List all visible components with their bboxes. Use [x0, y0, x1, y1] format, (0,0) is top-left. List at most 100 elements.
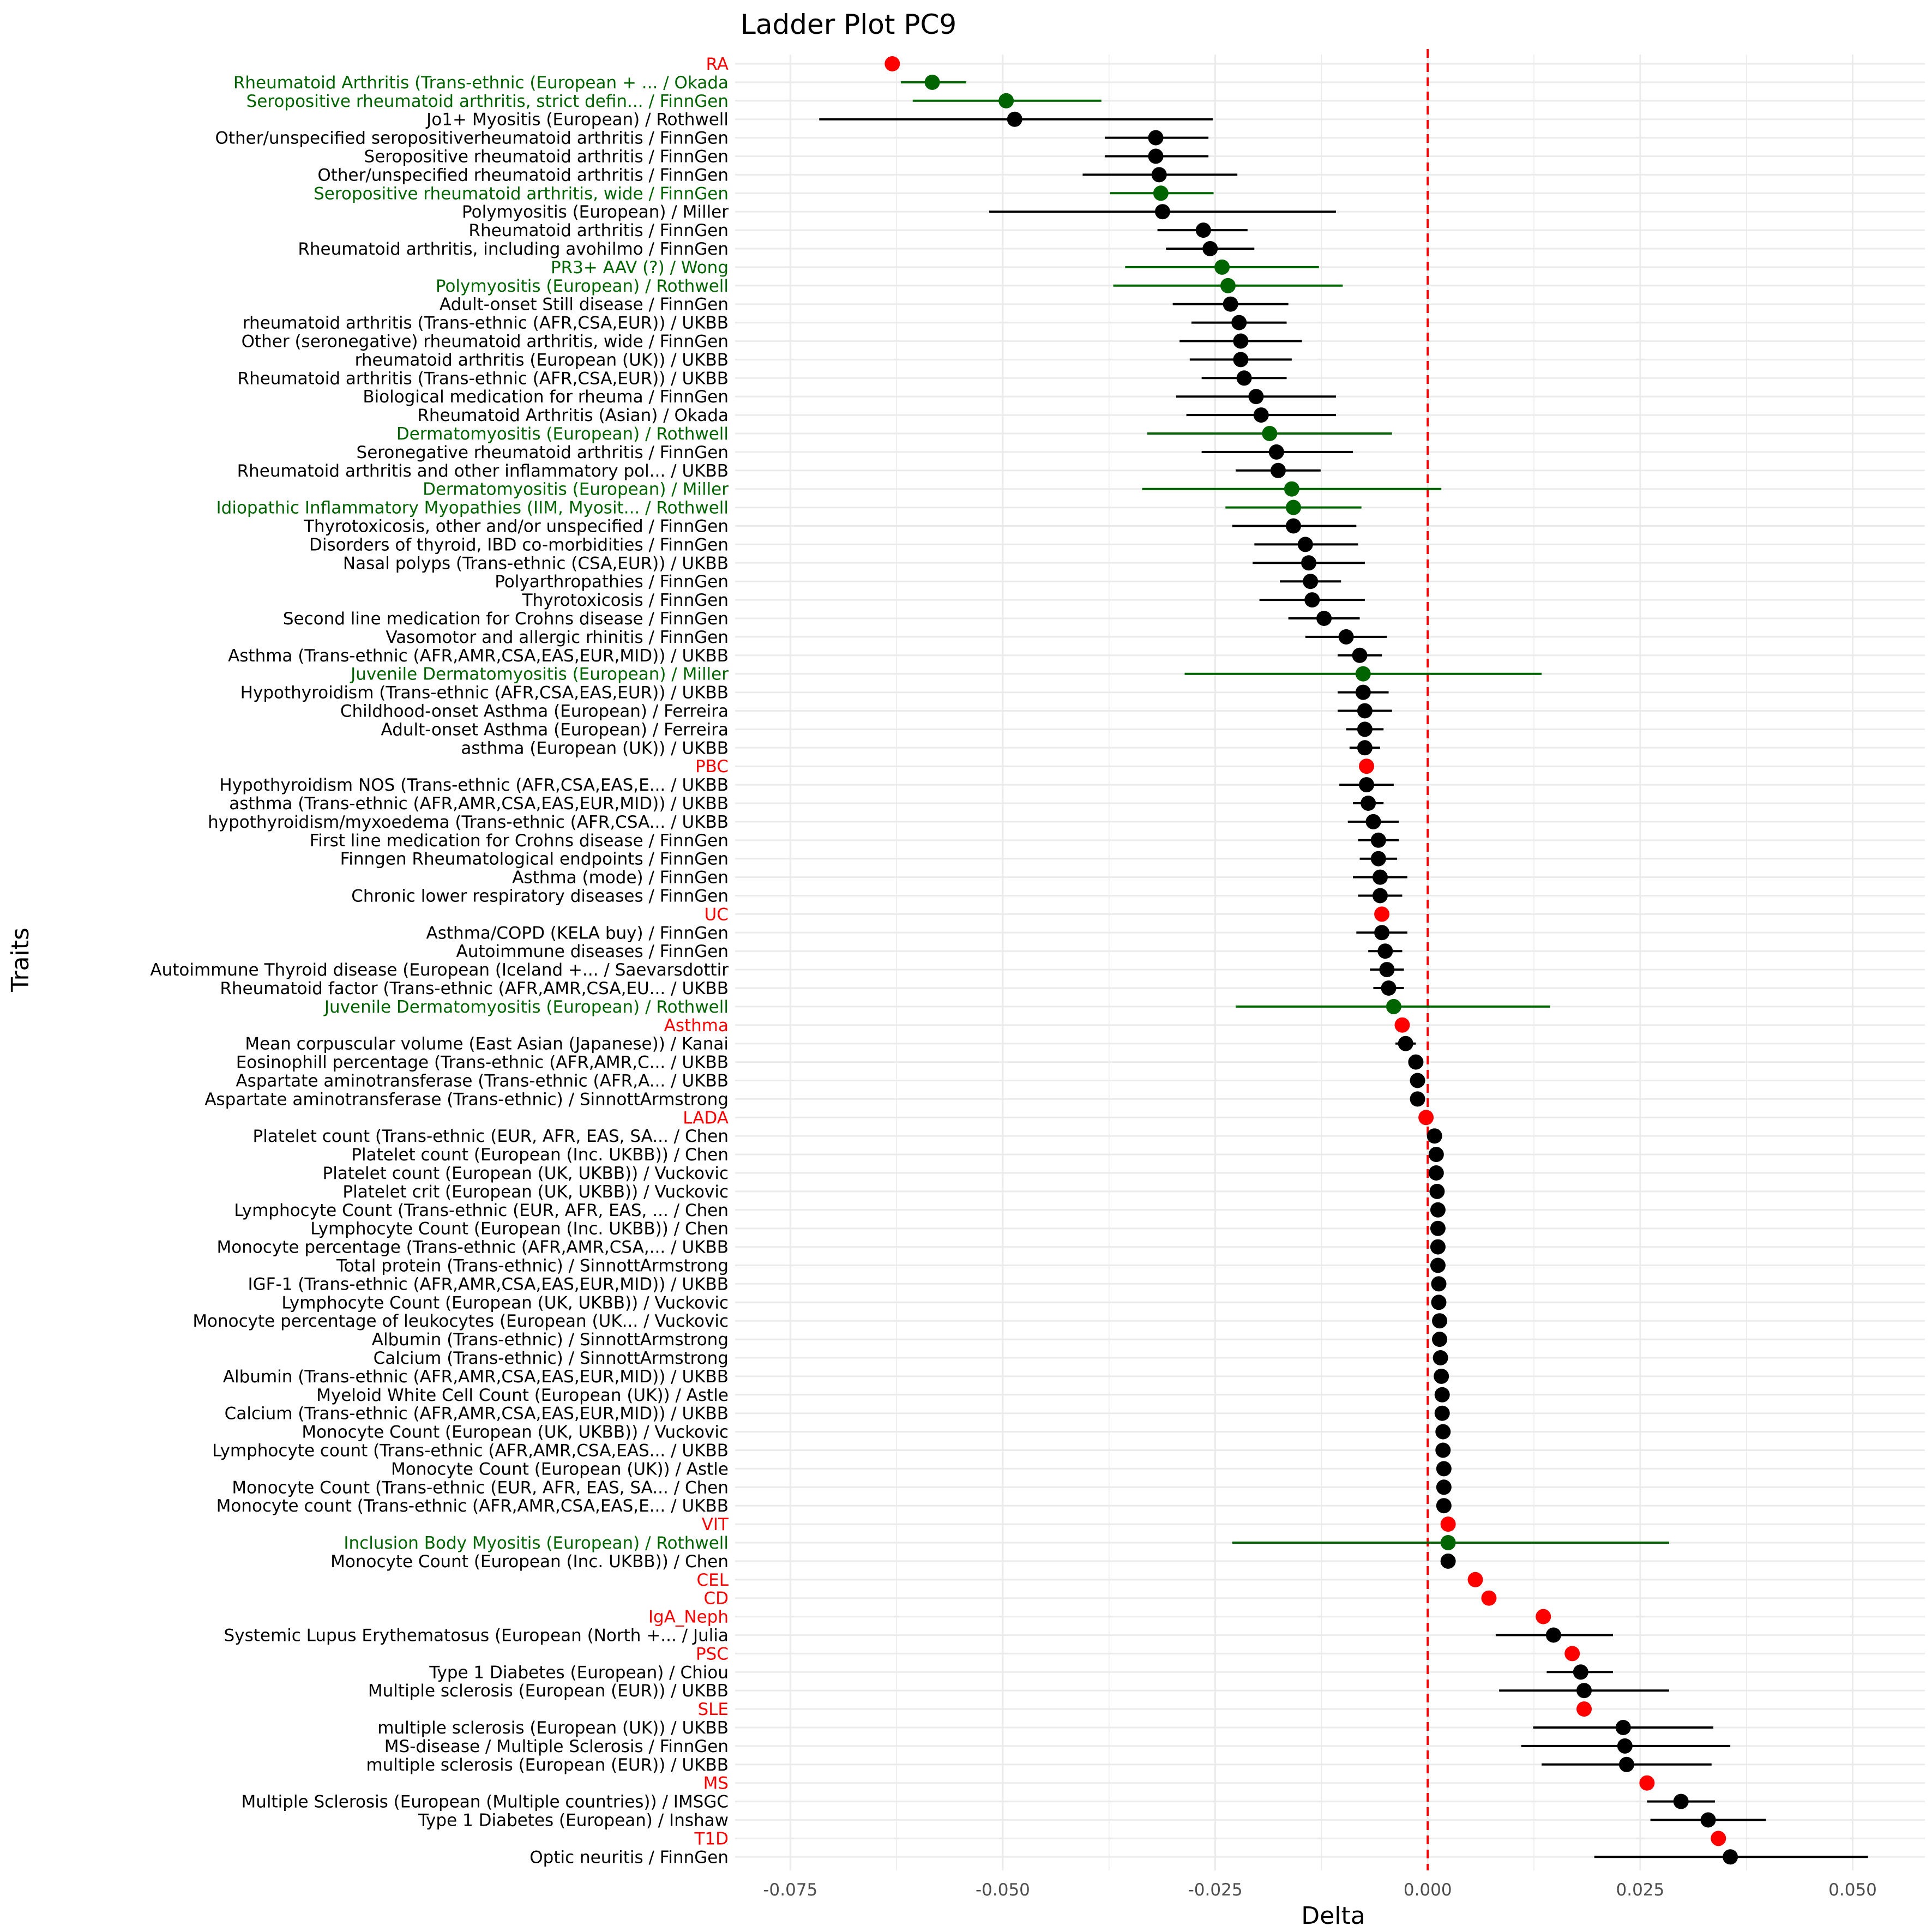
trait-label: T1D [694, 1829, 729, 1849]
trait-label: Finngen Rheumatological endpoints / Finn… [340, 850, 729, 869]
trait-label: multiple sclerosis (European (EUR)) / UK… [366, 1755, 729, 1775]
trait-label: Platelet crit (European (UK, UKBB)) / Vu… [342, 1182, 729, 1202]
data-point [1428, 1147, 1444, 1163]
data-point [1253, 407, 1269, 423]
trait-label: Platelet count (European (UK, UKBB)) / V… [323, 1164, 729, 1183]
data-point [1361, 796, 1376, 811]
data-point [1359, 759, 1375, 774]
trait-label: Other/unspecified rheumatoid arthritis /… [317, 165, 729, 185]
data-point [1410, 1073, 1425, 1088]
trait-label: CD [703, 1589, 729, 1609]
trait-label: Calcium (Trans-ethnic) / SinnottArmstron… [374, 1349, 729, 1368]
trait-label: Polymyositis (European) / Rothwell [436, 276, 729, 296]
data-point [1262, 426, 1278, 441]
data-point [1154, 204, 1170, 220]
trait-label: MS-disease / Multiple Sclerosis / FinnGe… [384, 1737, 729, 1756]
trait-label: Hypothyroidism (Trans-ethnic (AFR,CSA,EA… [240, 683, 729, 703]
x-tick-label: -0.025 [1188, 1880, 1243, 1900]
data-point [1394, 1017, 1410, 1033]
data-point [1434, 1405, 1450, 1421]
trait-label: SLE [697, 1700, 729, 1719]
trait-label: Idiopathic Inflammatory Myopathies (IIM,… [216, 498, 729, 518]
data-point [1303, 574, 1319, 589]
trait-label: Optic neuritis / FinnGen [529, 1847, 729, 1867]
data-point [1427, 1128, 1442, 1144]
data-point [1617, 1738, 1633, 1754]
data-point [1430, 1239, 1446, 1255]
data-point [1564, 1646, 1580, 1662]
trait-label: Rheumatoid arthritis (Trans-ethnic (AFR,… [238, 369, 729, 388]
trait-label: Seropositive rheumatoid arthritis, wide … [314, 184, 729, 203]
trait-label: asthma (European (UK)) / UKBB [461, 738, 729, 758]
trait-label: Childhood-onset Asthma (European) / Ferr… [340, 702, 729, 721]
trait-label: VIT [702, 1515, 729, 1534]
trait-label: rheumatoid arthritis (European (UK)) / U… [355, 350, 729, 370]
data-point [1151, 167, 1167, 183]
data-point [1352, 647, 1368, 663]
data-point [1418, 1110, 1434, 1126]
trait-label: Rheumatoid arthritis, including avohilmo… [298, 239, 729, 259]
trait-label: Adult-onset Asthma (European) / Ferreira [381, 720, 729, 739]
x-tick-label: -0.075 [763, 1880, 817, 1900]
trait-label: Vasomotor and allergic rhinitis / FinnGe… [386, 628, 729, 647]
data-point [884, 56, 900, 71]
trait-label: hypothyroidism/myxoedema (Trans-ethnic (… [208, 812, 729, 832]
data-point [1233, 333, 1249, 349]
trait-label: Mean corpuscular volume (East Asian (Jap… [245, 1034, 729, 1054]
data-point [1365, 814, 1381, 829]
trait-label: Systemic Lupus Erythematosus (European (… [224, 1626, 729, 1646]
data-point [1435, 1442, 1451, 1458]
trait-label: PR3+ AAV (?) / Wong [551, 258, 729, 278]
trait-label: Albumin (Trans-ethnic (AFR,AMR,CSA,EAS,E… [223, 1367, 729, 1387]
data-point [1436, 1498, 1452, 1514]
trait-label: PSC [696, 1644, 729, 1664]
chart-title: Ladder Plot PC9 [741, 9, 956, 40]
data-point [1434, 1387, 1450, 1403]
trait-label: Myeloid White Cell Count (European (UK))… [316, 1386, 729, 1405]
trait-label: Autoimmune diseases / FinnGen [456, 942, 729, 961]
trait-label: Monocyte Count (Trans-ethnic (EUR, AFR, … [232, 1478, 729, 1497]
data-point [1433, 1350, 1448, 1365]
trait-label: Rheumatoid Arthritis (Asian) / Okada [417, 406, 729, 425]
data-point [1576, 1701, 1592, 1717]
trait-label: Rheumatoid factor (Trans-ethnic (AFR,AMR… [220, 979, 729, 998]
data-point [1357, 703, 1373, 719]
data-point [1430, 1202, 1446, 1218]
trait-label: Aspartate aminotransferase (Trans-ethnic… [204, 1090, 729, 1109]
trait-label: Juvenile Dermatomyositis (European) / Ro… [323, 997, 729, 1017]
data-point [1214, 259, 1230, 275]
data-point [1270, 462, 1286, 478]
trait-label: asthma (Trans-ethnic (AFR,AMR,CSA,EAS,EU… [229, 794, 729, 814]
y-axis-title: Traits [7, 928, 34, 992]
trait-label: Type 1 Diabetes (European) / Inshaw [418, 1811, 729, 1831]
data-point [1432, 1313, 1448, 1329]
data-point [1440, 1535, 1456, 1550]
data-point [1576, 1683, 1592, 1699]
trait-label: First line medication for Crohns disease… [310, 831, 729, 851]
data-point [1374, 906, 1390, 922]
trait-label: Monocyte Count (European (Inc. UKBB)) / … [330, 1552, 729, 1572]
trait-label: Albumin (Trans-ethnic) / SinnottArmstron… [372, 1330, 729, 1350]
data-point [1410, 1091, 1425, 1107]
data-point [1231, 315, 1247, 330]
trait-label: Rheumatoid Arthritis (Trans-ethnic (Euro… [233, 73, 729, 93]
trait-label: UC [705, 905, 729, 924]
grid-layer [735, 55, 1925, 1870]
data-point [1248, 389, 1264, 405]
data-point [1285, 518, 1301, 534]
data-point [1148, 130, 1164, 146]
trait-label: Asthma/COPD (KELA buy) / FinnGen [426, 923, 729, 943]
data-point [1432, 1332, 1448, 1347]
data-point [1436, 1479, 1452, 1495]
data-point [1236, 370, 1252, 386]
trait-label: Asthma (Trans-ethnic (AFR,AMR,CSA,EAS,EU… [228, 646, 729, 666]
trait-label: MS [703, 1774, 729, 1793]
data-point [1435, 1424, 1451, 1440]
data-point [1377, 943, 1393, 959]
data-point [1355, 684, 1371, 700]
data-point [1372, 869, 1388, 885]
trait-label: Lymphocyte Count (European (UK, UKBB)) /… [281, 1293, 729, 1313]
trait-label: Multiple Sclerosis (European (Multiple c… [241, 1792, 729, 1812]
data-point [1359, 777, 1375, 793]
data-point [1372, 888, 1388, 904]
